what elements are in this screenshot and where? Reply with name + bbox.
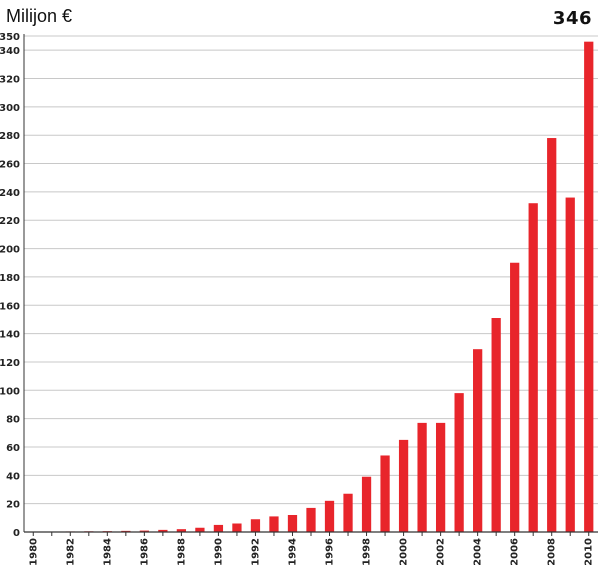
x-tick-label-1998: 1998 — [362, 538, 373, 565]
bar-1988 — [176, 529, 187, 532]
grid-lines — [24, 35, 598, 505]
bar-1991 — [232, 523, 242, 532]
y-tick-label-220: 220 — [0, 216, 20, 227]
y-tick-label-0: 0 — [13, 528, 20, 539]
y-tick-label-40: 40 — [6, 471, 20, 482]
x-tick-label-1982: 1982 — [65, 538, 76, 565]
y-tick-label-260: 260 — [0, 160, 20, 171]
y-tick-label-60: 60 — [6, 443, 20, 454]
x-tick-label-2006: 2006 — [510, 538, 521, 565]
bars — [28, 41, 594, 533]
x-tick-label-1994: 1994 — [287, 538, 298, 565]
y-tick-label-340: 340 — [0, 46, 20, 57]
x-tick-label-1986: 1986 — [139, 538, 150, 565]
bar-1998 — [361, 476, 372, 532]
y-tick-label-300: 300 — [0, 103, 20, 114]
y-tick-label-350: 350 — [0, 32, 20, 43]
y-tick-label-80: 80 — [6, 415, 20, 426]
max-value-annotation: 346 — [552, 8, 592, 29]
bar-1987 — [158, 529, 168, 532]
bar-1994 — [287, 514, 298, 532]
y-tick-label-180: 180 — [0, 273, 20, 284]
y-tick-label-320: 320 — [0, 75, 20, 86]
x-tick-label-2004: 2004 — [473, 538, 484, 565]
bar-1993 — [269, 516, 279, 532]
bar-2001 — [417, 422, 427, 532]
x-tick-label-1984: 1984 — [102, 538, 113, 565]
bar-1997 — [343, 493, 353, 532]
bar-1986 — [139, 530, 149, 532]
x-tick-label-1990: 1990 — [213, 538, 224, 565]
bar-2010 — [584, 41, 594, 532]
x-tick-label-1992: 1992 — [250, 538, 261, 565]
x-tick-label-1988: 1988 — [176, 538, 187, 565]
x-tick-label-1996: 1996 — [325, 538, 336, 565]
x-tick-label-2010: 2010 — [584, 538, 595, 565]
bar-2003 — [454, 393, 464, 532]
bar-2002 — [435, 422, 446, 532]
x-tick-label-2000: 2000 — [399, 538, 410, 565]
bar-1999 — [380, 455, 390, 532]
x-tick-label-2008: 2008 — [547, 538, 558, 565]
bar-2006 — [510, 262, 520, 532]
bar-1992 — [250, 519, 261, 532]
bar-2005 — [491, 318, 501, 532]
bar-2009 — [565, 197, 575, 532]
y-tick-label-280: 280 — [0, 131, 20, 142]
x-axis-ticks: 1980 1982 1984 1986 1988 1990 1992 1994 1996 1998… — [28, 532, 595, 565]
y-tick-label-120: 120 — [0, 358, 20, 369]
y-tick-label-160: 160 — [0, 301, 20, 312]
x-tick-label-2002: 2002 — [436, 538, 447, 565]
y-axis-ticks: 0 20 40 60 80 100 120 140 160 180 200 220 240 260 280 3… — [0, 32, 20, 539]
bar-2007 — [528, 203, 538, 533]
y-axis-unit-label: Milijon € — [6, 6, 73, 26]
bar-2004 — [473, 349, 483, 532]
y-tick-label-20: 20 — [6, 500, 20, 511]
y-tick-label-240: 240 — [0, 188, 20, 199]
y-tick-label-140: 140 — [0, 330, 20, 341]
bar-1996 — [324, 500, 335, 532]
bar-1989 — [195, 527, 205, 532]
bar-1990 — [213, 524, 224, 532]
bar-2000 — [398, 439, 409, 532]
bar-1995 — [306, 507, 316, 532]
bar-2008 — [547, 138, 557, 532]
y-tick-label-100: 100 — [0, 386, 20, 397]
x-tick-label-1980: 1980 — [28, 538, 39, 565]
y-tick-label-200: 200 — [0, 245, 20, 256]
